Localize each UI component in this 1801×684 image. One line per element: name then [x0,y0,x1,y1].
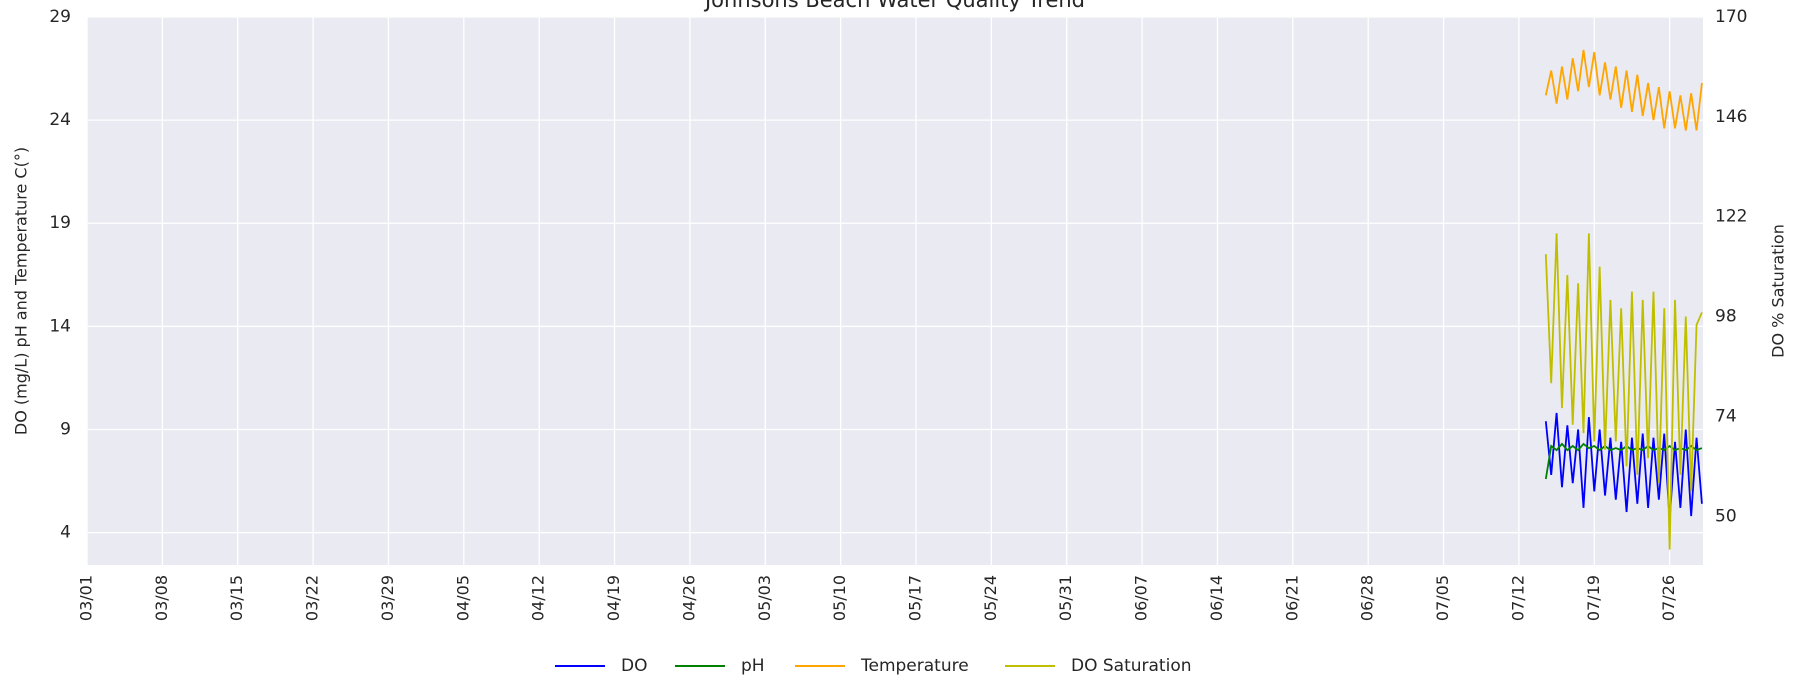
x-tick-label: 05/17 [905,575,924,621]
x-tick-label: 06/07 [1132,575,1151,621]
data-line [1544,442,1703,480]
x-tick-label: 04/12 [529,575,548,621]
y-tick-label: 9 [60,419,71,439]
y2-tick-label: 146 [1715,107,1747,127]
y-tick-label: 14 [49,316,71,336]
legend-label: DO Saturation [1071,656,1192,676]
x-tick-label: 05/31 [1056,575,1075,621]
x-tick-label: 07/19 [1584,575,1603,621]
legend-label: pH [741,656,765,676]
data-line [1544,49,1703,131]
y-axis-label: DO (mg/L) pH and Temperature C(°) [12,147,31,435]
x-tick-label: 04/05 [453,575,472,621]
x-tick-label: 05/10 [830,575,849,621]
x-tick-label: 06/14 [1207,575,1226,621]
x-tick-label: 06/21 [1282,575,1301,621]
x-tick-label: 04/26 [679,575,698,621]
data-line [1544,233,1703,550]
x-tick-label: 03/15 [227,575,246,621]
x-tick-label: 03/08 [152,575,171,621]
legend-label: Temperature [860,656,969,676]
x-tick-label: 03/29 [378,575,397,621]
y-tick-label: 19 [49,213,71,233]
x-tick-label: 07/12 [1508,575,1527,621]
x-tick-label: 05/03 [755,575,774,621]
x-tick-label: 07/26 [1659,575,1678,621]
x-tick-label: 03/01 [77,575,96,621]
y-tick-label: 4 [60,523,71,543]
y2-tick-label: 170 [1715,7,1747,27]
chart-title: Johnsons Beach Water Quality Trend [703,0,1085,12]
y-tick-label: 24 [49,110,71,130]
plot-area [87,17,1703,565]
x-tick-label: 06/28 [1358,575,1377,621]
x-tick-label: 07/05 [1433,575,1452,621]
x-tick-label: 05/24 [981,575,1000,621]
y-tick-label: 29 [49,7,71,27]
y2-tick-label: 74 [1715,406,1737,426]
y2-tick-label: 122 [1715,207,1747,227]
legend-label: DO [621,656,647,676]
x-tick-label: 03/22 [303,575,322,621]
x-tick-label: 04/19 [604,575,623,621]
data-line [1544,412,1703,521]
y2-tick-label: 98 [1715,307,1737,327]
y2-axis-label: DO % Saturation [1769,224,1788,358]
y2-tick-label: 50 [1715,506,1737,526]
